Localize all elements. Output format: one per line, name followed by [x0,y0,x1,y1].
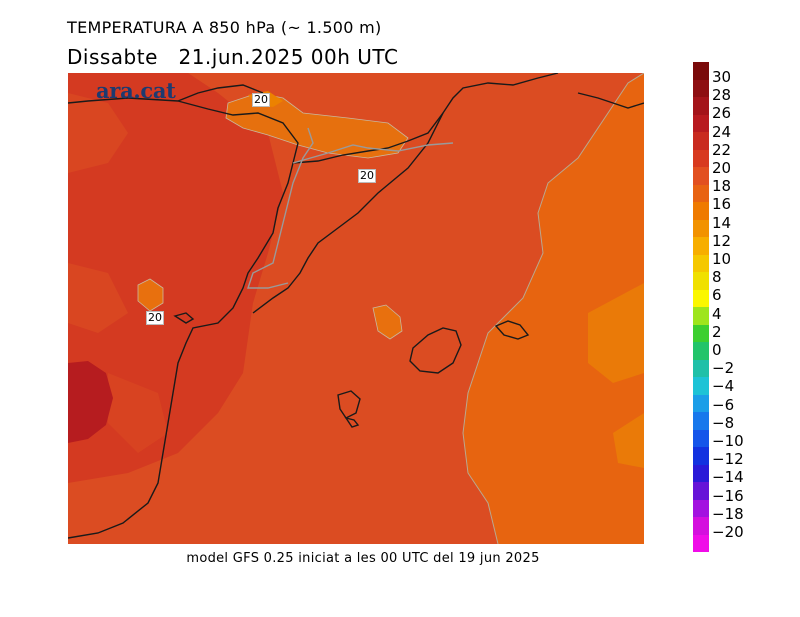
field-cooler-east [588,283,644,383]
colorbar-tick-label: 14 [712,213,732,232]
colorbar-tick-label: 30 [712,68,732,86]
colorbar-tick-label: 18 [712,177,732,196]
colorbar-swatch [693,219,709,237]
colorbar-tick-label: 24 [712,122,732,141]
colorbar-swatch [693,342,709,360]
colorbar-tick-label: 8 [712,268,722,287]
field-pocket-1 [68,93,128,173]
model-footer: model GFS 0.25 iniciat a les 00 UTC del … [186,551,540,566]
colorbar-swatch [693,272,709,290]
colorbar-swatch [693,359,709,377]
field-pocket-3 [108,373,168,453]
field-west-island [137,278,164,312]
colorbar-tick-label: 0 [712,341,722,359]
colorbar-swatch [693,447,709,465]
colorbar-swatch [693,79,709,97]
colorbar-tick-label: −18 [712,504,744,523]
temperature-colorbar [693,62,709,552]
map-title: TEMPERATURA A 850 hPa (~ 1.500 m) [67,18,382,37]
colorbar-swatch [693,429,709,447]
colorbar-tick-label: −12 [712,450,744,469]
colorbar-tick-label: 16 [712,195,732,214]
field-cooler-east-2 [613,413,644,468]
field-sea-patch [372,304,403,340]
colorbar-tick-label: 22 [712,140,732,159]
colorbar-swatch [693,482,709,500]
contour-label-east: 20 [358,169,376,183]
colorbar-tick-label: −20 [712,523,744,541]
colorbar-swatch [693,62,709,80]
colorbar-tick-label: 26 [712,104,732,123]
borders [247,127,454,289]
colorbar-swatch [693,184,709,202]
colorbar-swatch [693,114,709,132]
map-date: Dissabte 21.jun.2025 00h UTC [67,45,399,69]
colorbar-swatch [693,412,709,430]
colorbar-tick-label: −14 [712,468,744,487]
colorbar-tick-label: −4 [712,377,735,396]
contour-label-west: 20 [146,311,164,325]
colorbar-swatch [693,307,709,325]
contour-20-east [462,73,644,544]
colorbar-tick-label: −2 [712,359,735,378]
colorbar-swatch [693,517,709,535]
colorbar-swatch [693,499,709,517]
temperature-map: ara.cat 20 20 20 [68,73,644,544]
colorbar-swatch [693,534,709,552]
contour-label-pyrenees: 20 [252,93,270,107]
colorbar-tick-label: −6 [712,395,735,414]
colorbar-tick-label: 28 [712,86,732,105]
colorbar-swatch [693,394,709,412]
colorbar-tick-label: 4 [712,304,722,323]
colorbar-tick-label: 12 [712,231,732,250]
colorbar-tick-label: −16 [712,486,744,505]
colorbar-swatch [693,167,709,185]
colorbar-swatch [693,377,709,395]
colorbar-swatch [693,202,709,220]
ara-cat-logo: ara.cat [96,78,176,103]
colorbar-swatch [693,237,709,255]
colorbar-tick-label: 6 [712,286,722,305]
colorbar-swatch [693,324,709,342]
field-pocket-2 [68,263,128,333]
field-cool-east [463,73,644,544]
colorbar-swatch [693,464,709,482]
colorbar-swatch [693,254,709,272]
colorbar-tick-label: 2 [712,322,722,341]
colorbar-swatch [693,97,709,115]
field-hot-spot [68,361,113,443]
balearic-islands [173,312,530,428]
coastlines [68,73,644,539]
field-pyrenees [225,92,409,159]
colorbar-tick-label: −8 [712,413,735,432]
colorbar-swatch [693,289,709,307]
colorbar-tick-label: −10 [712,432,744,450]
colorbar-tick-label: 10 [712,250,732,268]
colorbar-tick-label: 20 [712,159,732,177]
colorbar-swatch [693,149,709,167]
colorbar-swatch [693,132,709,150]
map-canvas [68,73,644,544]
